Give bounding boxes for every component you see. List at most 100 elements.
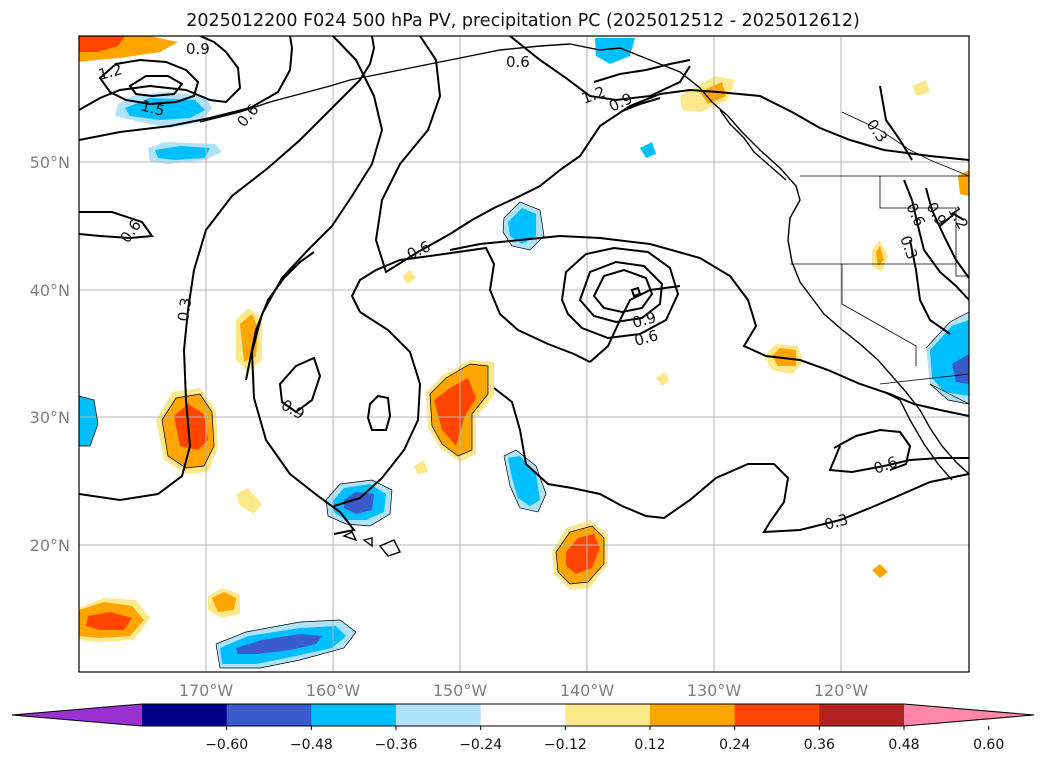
contour-label: 0.3 xyxy=(822,510,850,534)
colorbar-extend-high xyxy=(904,704,1034,726)
figure-title: 2025012200 F024 500 hPa PV, precipitatio… xyxy=(186,11,860,31)
precip-positive-area xyxy=(414,460,428,474)
pv-contour xyxy=(879,85,913,161)
precip-positive-area xyxy=(402,270,416,284)
colorbar-tick-label: −0.60 xyxy=(205,737,248,753)
pv-contour xyxy=(909,239,951,335)
pv-contour xyxy=(128,75,184,98)
pv-contour xyxy=(578,260,664,324)
lat-label-40n: 40°N xyxy=(30,281,70,300)
colorbar-tick-label: 0.48 xyxy=(888,737,919,753)
pv-contour xyxy=(925,187,969,279)
colorbar-tick-label: −0.12 xyxy=(544,737,587,753)
pv-contour xyxy=(79,36,294,141)
lon-label-130w: 130°W xyxy=(687,681,742,700)
pv-contour xyxy=(350,246,591,363)
precip-positive-core xyxy=(700,82,726,104)
precip-outline xyxy=(555,525,605,585)
baja-peninsula-coast xyxy=(883,391,953,481)
contour-label: 1.2 xyxy=(96,60,124,84)
precip-positive-core xyxy=(566,534,600,574)
precip-outline xyxy=(161,393,215,469)
lat-label-20n: 20°N xyxy=(30,536,70,555)
pv-contour xyxy=(833,428,912,471)
map-frame xyxy=(78,35,970,673)
contour-label: 0.6 xyxy=(632,326,660,350)
pv-contour xyxy=(619,97,661,113)
precip-outline xyxy=(925,311,969,405)
precip-positive-core xyxy=(86,612,132,630)
canada-inside-passage xyxy=(719,109,787,181)
colorbar-outline xyxy=(11,703,1035,727)
pv-contour xyxy=(939,212,965,227)
precip-positive-core xyxy=(212,592,236,612)
pv-contour xyxy=(592,268,654,314)
lon-label-170w: 170°W xyxy=(179,681,234,700)
colorbar: −0.60 −0.48 −0.36 −0.24 −0.12 0.12 0.24 0.36 0.4… xyxy=(11,703,1035,753)
pv-contour xyxy=(509,36,691,102)
colorbar-tick-label: −0.48 xyxy=(290,737,333,753)
precip-outline xyxy=(79,395,99,447)
border-idaho xyxy=(879,176,969,277)
pv-contour xyxy=(630,286,642,298)
hawaii-islands xyxy=(342,531,401,557)
north-america-coast xyxy=(569,43,969,475)
pv-contour xyxy=(828,445,969,474)
precip-negative-core xyxy=(952,354,969,384)
pv-contour xyxy=(903,179,969,301)
contour-label: 1.5 xyxy=(139,96,167,120)
pv-contour xyxy=(333,311,422,507)
pv-contour xyxy=(374,36,969,274)
precip-negative-core xyxy=(595,38,635,64)
precip-outline xyxy=(325,479,393,527)
pv-contour xyxy=(250,36,384,535)
precip-positive-core xyxy=(174,404,208,450)
colorbar-segment xyxy=(734,704,820,726)
pv-contour xyxy=(493,387,969,534)
colorbar-segment xyxy=(396,704,482,726)
precip-positive-area xyxy=(656,372,670,386)
colorbar-segment xyxy=(565,704,651,726)
colorbar-segment xyxy=(650,704,736,726)
border-us-mexico xyxy=(879,373,969,385)
colorbar-segment xyxy=(311,704,397,726)
pv-contour xyxy=(593,59,691,83)
colorbar-segment xyxy=(480,704,566,726)
colorbar-segment xyxy=(142,704,228,726)
lat-axis-labels: 50°N 40°N 30°N 20°N xyxy=(30,153,70,555)
precip-positive-core xyxy=(958,170,969,196)
contour-label: 0.6 xyxy=(506,53,530,71)
precip-outline xyxy=(429,363,489,457)
precip-negative-core xyxy=(79,396,98,446)
pv-contour xyxy=(79,36,376,502)
contour-label: 0.3 xyxy=(174,296,195,322)
pv-contour xyxy=(589,285,681,363)
precip-positive-core xyxy=(434,378,476,446)
pv-contour xyxy=(560,246,680,340)
colorbar-tick-label: 0.24 xyxy=(719,737,750,753)
lon-axis-labels: 170°W 160°W 150°W 140°W 130°W 120°W xyxy=(179,681,869,700)
precip-outline xyxy=(502,201,545,251)
map-panel: 0.9 1.2 1.5 0.6 0.6 0.3 0.6 1.2 0.9 0.6 … xyxy=(78,35,970,673)
border-alaska-canada xyxy=(841,111,969,177)
precip-negative-core xyxy=(508,208,536,244)
colorbar-tick-label: −0.36 xyxy=(375,737,418,753)
colorbar-segment xyxy=(226,704,312,726)
colorbar-segment xyxy=(819,704,905,726)
precip-negative-core xyxy=(508,456,540,506)
pv-contour xyxy=(79,36,242,111)
lon-label-120w: 120°W xyxy=(814,681,869,700)
precip-negative-core xyxy=(344,492,374,514)
lon-label-150w: 150°W xyxy=(433,681,488,700)
precip-positive-area xyxy=(912,80,930,96)
coastlines xyxy=(199,43,969,557)
pv-contour xyxy=(278,356,322,414)
precip-positive-area xyxy=(236,488,262,514)
colorbar-extend-low xyxy=(12,704,142,726)
contour-label: 0.9 xyxy=(186,40,210,58)
precip-negative-core xyxy=(155,146,210,160)
political-borders xyxy=(790,111,969,385)
precip-negative-core xyxy=(640,142,656,158)
border-california-nevada xyxy=(841,264,917,366)
